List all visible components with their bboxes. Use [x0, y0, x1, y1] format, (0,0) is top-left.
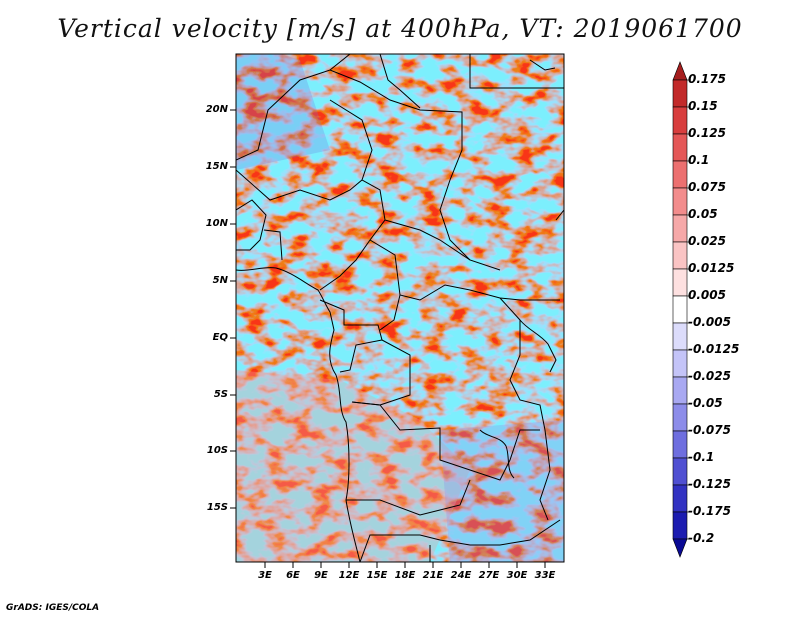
- colorbar-segment: [672, 106, 688, 135]
- colorbar: [672, 61, 691, 558]
- colorbar-segment: [672, 430, 688, 459]
- colorbar-segment: [672, 349, 688, 378]
- lon-label-33e: 33E: [534, 570, 556, 581]
- lon-label-24e: 24E: [450, 570, 472, 581]
- colorbar-label: 0.025: [688, 234, 726, 248]
- colorbar-label: 0.0125: [688, 261, 735, 275]
- colorbar-label: -0.0125: [688, 342, 740, 356]
- lat-label-eq: EQ: [212, 332, 228, 343]
- colorbar-segment: [672, 403, 688, 432]
- colorbar-segment: [672, 214, 688, 243]
- colorbar-label: -0.125: [688, 477, 731, 491]
- colorbar-segment: [672, 322, 688, 351]
- lat-label-10n: 10N: [205, 218, 228, 229]
- colorbar-label: -0.175: [688, 504, 731, 518]
- colorbar-segment: [672, 241, 688, 270]
- lon-label-21e: 21E: [422, 570, 444, 581]
- colorbar-segment: [672, 268, 688, 297]
- lat-label-10s: 10S: [206, 445, 228, 456]
- colorbar-segment: [672, 133, 688, 162]
- lon-label-15e: 15E: [366, 570, 388, 581]
- colorbar-label: 0.1: [688, 153, 710, 167]
- colorbar-label: -0.075: [688, 423, 731, 437]
- lat-label-20n: 20N: [205, 104, 228, 115]
- map-title: Vertical velocity [m/s] at 400hPa, VT: 2…: [57, 14, 743, 43]
- colorbar-segment: [672, 295, 688, 324]
- colorbar-segment: [672, 187, 688, 216]
- colorbar-segment: [672, 484, 688, 513]
- colorbar-bottom-arrow: [672, 538, 688, 558]
- colorbar-label: 0.125: [688, 126, 726, 140]
- colorbar-label: 0.05: [688, 207, 718, 221]
- lat-label-5s: 5S: [213, 389, 228, 400]
- lon-label-3e: 3E: [258, 570, 272, 581]
- map-frame: [235, 53, 565, 563]
- lon-label-6e: 6E: [286, 570, 300, 581]
- colorbar-segment: [672, 511, 688, 540]
- colorbar-label: -0.2: [688, 531, 715, 545]
- colorbar-label: -0.005: [688, 315, 731, 329]
- colorbar-label: -0.025: [688, 369, 731, 383]
- lat-label-15n: 15N: [205, 161, 228, 172]
- grads-credit: GrADS: IGES/COLA: [6, 603, 100, 613]
- vertical-velocity-field: [236, 54, 564, 562]
- colorbar-segment: [672, 79, 688, 108]
- boundaries: [236, 54, 564, 562]
- lat-label-5n: 5N: [212, 275, 228, 286]
- lon-ticks: [264, 562, 546, 568]
- colorbar-label: -0.05: [688, 396, 723, 410]
- colorbar-segment: [672, 160, 688, 189]
- colorbar-label: -0.1: [688, 450, 715, 464]
- colorbar-label: 0.005: [688, 288, 726, 302]
- lon-label-18e: 18E: [394, 570, 416, 581]
- colorbar-label: 0.075: [688, 180, 726, 194]
- lat-label-15s: 15S: [206, 502, 228, 513]
- lon-label-27e: 27E: [478, 570, 500, 581]
- colorbar-segment: [672, 376, 688, 405]
- colorbar-top-arrow: [672, 61, 688, 81]
- lat-ticks: [230, 109, 236, 509]
- colorbar-label: 0.175: [688, 72, 726, 86]
- lon-label-30e: 30E: [506, 570, 528, 581]
- colorbar-segment: [672, 457, 688, 486]
- lon-label-12e: 12E: [338, 570, 360, 581]
- colorbar-label: 0.15: [688, 99, 718, 113]
- lon-label-9e: 9E: [314, 570, 328, 581]
